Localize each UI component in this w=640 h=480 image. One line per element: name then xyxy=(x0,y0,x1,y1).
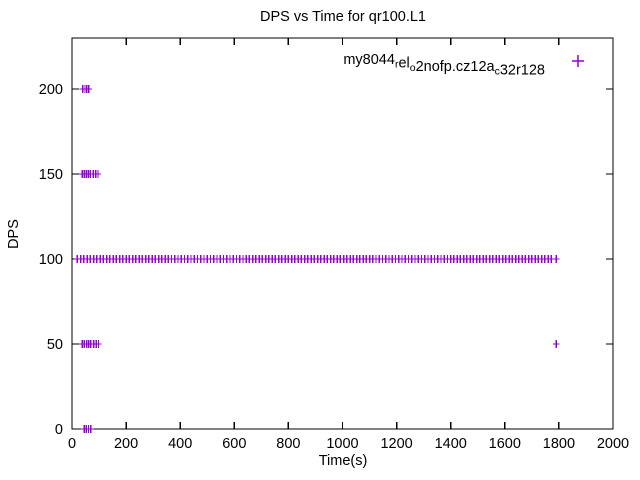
x-tick-label: 1800 xyxy=(543,436,575,452)
x-tick-label: 600 xyxy=(222,436,246,452)
data-point-plus-icon xyxy=(552,339,560,349)
x-tick-label: 400 xyxy=(168,436,192,452)
data-point-plus-icon xyxy=(94,169,102,179)
chart-legend: my8044relo2nofp.cz12ac32r128 xyxy=(343,52,584,79)
x-tick-label: 1000 xyxy=(326,436,358,452)
y-axis-ticks: 0 50 100 150 200 xyxy=(39,82,613,438)
x-axis-title: Time(s) xyxy=(319,453,368,469)
y-axis-title: DPS xyxy=(6,219,22,249)
x-tick-label: 800 xyxy=(276,436,300,452)
y-tick-label: 150 xyxy=(39,167,63,183)
x-tick-label: 0 xyxy=(68,436,76,452)
y-tick-label: 100 xyxy=(39,252,63,268)
chart-title: DPS vs Time for qr100.L1 xyxy=(260,9,426,25)
data-point-plus-icon xyxy=(85,84,92,94)
data-point-plus-icon xyxy=(552,254,560,264)
y-tick-label: 50 xyxy=(47,337,63,353)
legend-series-label: my8044relo2nofp.cz12ac32r128 xyxy=(343,52,545,79)
data-point-plus-icon xyxy=(95,339,102,349)
y-tick-label: 0 xyxy=(55,422,63,438)
x-tick-label: 2000 xyxy=(597,436,629,452)
legend-marker-plus-icon xyxy=(572,55,584,67)
x-tick-label: 1400 xyxy=(435,436,467,452)
data-point-layer xyxy=(74,84,560,434)
y-tick-label: 200 xyxy=(39,82,63,98)
data-point-plus-icon xyxy=(87,424,94,434)
plot-frame xyxy=(71,37,614,430)
x-axis-ticks: 0 200 400 600 800 1000 1200 1400 1600 1800 2000 xyxy=(68,38,629,452)
x-tick-label: 1200 xyxy=(380,436,412,452)
x-tick-label: 1600 xyxy=(489,436,521,452)
x-tick-label: 200 xyxy=(114,436,138,452)
